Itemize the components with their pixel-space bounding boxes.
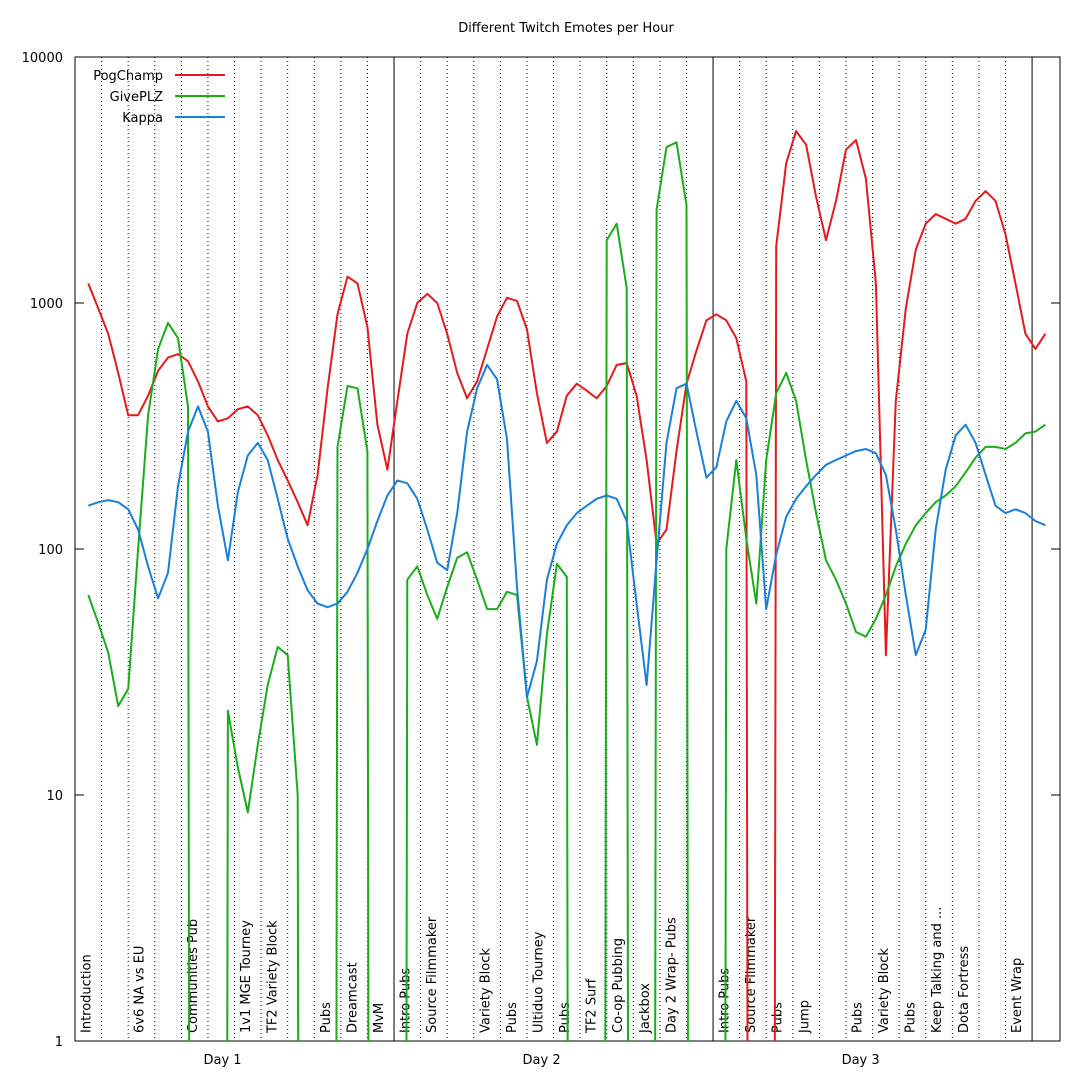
series-line: [87, 363, 1046, 699]
y-tick-label: 100: [38, 543, 63, 558]
annotation: Pubs: [904, 1002, 919, 1033]
y-tick-label: 1000: [30, 297, 63, 312]
series-line: [87, 141, 1046, 1041]
annotation: Pubs: [558, 1002, 573, 1033]
chart-title: Different Twitch Emotes per Hour: [458, 21, 674, 36]
annotation: TF2 Surf: [585, 978, 600, 1034]
annotation: Jump: [797, 1000, 812, 1034]
legend-label: PogChamp: [93, 69, 163, 84]
annotation: Pubs: [771, 1002, 786, 1033]
y-tick-label: 10: [46, 789, 63, 804]
x-tick-label: Day 2: [523, 1053, 561, 1068]
annotation: Pubs: [319, 1002, 334, 1033]
annotation: Dota Fortress: [957, 946, 972, 1033]
plot-area: [87, 130, 1047, 1041]
annotation: Jackbox: [638, 983, 653, 1034]
series-line: [87, 130, 1047, 1041]
y-tick-label: 10000: [22, 51, 63, 66]
legend-label: Kappa: [122, 111, 163, 126]
annotation: Keep Talking and ...: [930, 907, 945, 1033]
y-tick-label: 1: [55, 1035, 63, 1050]
annotation: TF2 Variety Block: [266, 920, 281, 1034]
annotation: Ultiduo Tourney: [531, 931, 546, 1033]
annotation: Pubs: [505, 1002, 520, 1033]
legend-label: GivePLZ: [110, 90, 163, 105]
annotation: 6v6 NA vs EU: [133, 946, 148, 1033]
annotation: Dreamcast: [345, 962, 360, 1033]
annotation: Day 2 Wrap- Pubs: [664, 917, 679, 1033]
x-tick-label: Day 1: [204, 1053, 242, 1068]
annotation: Source Filmmaker: [425, 916, 440, 1033]
x-tick-label: Day 3: [842, 1053, 880, 1068]
annotation: Introduction: [80, 954, 95, 1033]
annotation: Pubs: [850, 1002, 865, 1033]
annotation: 1v1 MGE Tourney: [239, 920, 254, 1033]
annotation: Variety Block: [478, 948, 493, 1033]
annotation: Variety Block: [877, 948, 892, 1033]
annotation: MvM: [372, 1003, 387, 1033]
annotation: Co-op Pubbing: [611, 938, 626, 1033]
annotation: Event Wrap: [1010, 958, 1025, 1033]
